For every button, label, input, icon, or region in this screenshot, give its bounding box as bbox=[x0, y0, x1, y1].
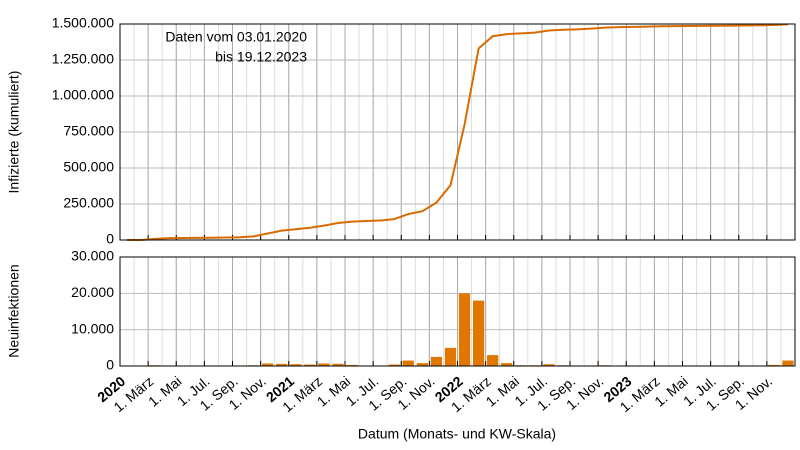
bar bbox=[318, 363, 330, 366]
x-axis-title: Datum (Monats- und KW-Skala) bbox=[358, 426, 556, 442]
y-axis-title: Infizierte (kumuliert) bbox=[6, 71, 22, 194]
line bbox=[127, 23, 789, 241]
y-axis-title: Neuinfektionen bbox=[6, 264, 22, 357]
bar bbox=[768, 364, 780, 366]
plot-frame bbox=[119, 23, 796, 241]
y-tick-label: 10.000 bbox=[71, 320, 114, 336]
plot-frame bbox=[119, 256, 796, 367]
bar bbox=[402, 360, 414, 366]
bar bbox=[782, 360, 794, 366]
bar bbox=[332, 363, 344, 366]
y-tick-label: 1.500.000 bbox=[52, 15, 114, 31]
y-tick-label: 0 bbox=[106, 357, 114, 373]
bar bbox=[262, 363, 274, 366]
bar bbox=[346, 364, 358, 366]
y-tick-label: 250.000 bbox=[63, 195, 114, 211]
bar bbox=[472, 300, 485, 366]
bar bbox=[290, 364, 302, 366]
y-tick-label: 1.000.000 bbox=[52, 87, 114, 103]
bar bbox=[444, 347, 457, 366]
y-tick-label: 500.000 bbox=[63, 159, 114, 175]
y-tick-label: 750.000 bbox=[63, 123, 114, 139]
y-tick-label: 30.000 bbox=[71, 248, 114, 264]
bar bbox=[276, 363, 288, 366]
bar bbox=[487, 355, 499, 366]
annotation: bis 19.12.2023 bbox=[215, 49, 307, 65]
y-tick-label: 0 bbox=[106, 231, 114, 247]
bar bbox=[416, 363, 428, 366]
y-tick-label: 20.000 bbox=[71, 284, 114, 300]
bar bbox=[304, 364, 316, 366]
y-tick-label: 1.250.000 bbox=[52, 51, 114, 67]
bar bbox=[430, 356, 443, 366]
bar bbox=[388, 364, 400, 366]
bar bbox=[543, 364, 555, 366]
annotation: Daten vom 03.01.2020 bbox=[165, 29, 307, 45]
bar bbox=[501, 363, 513, 366]
bar bbox=[458, 293, 471, 366]
